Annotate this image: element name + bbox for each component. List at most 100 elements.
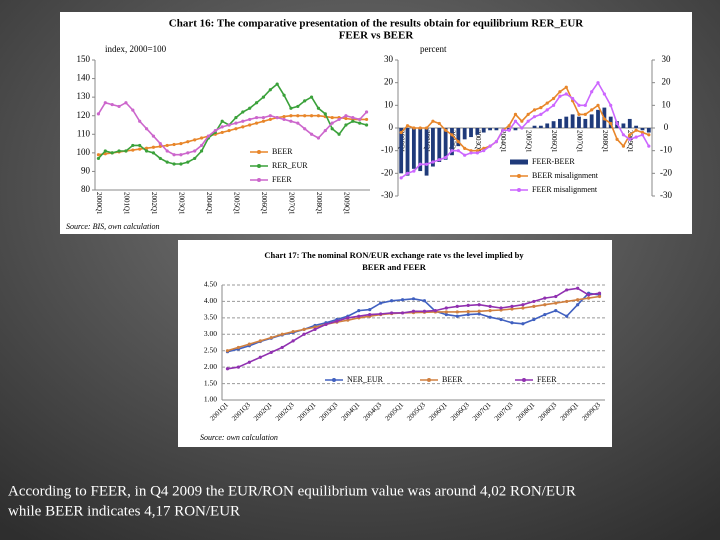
point (477, 309, 481, 313)
point (236, 345, 241, 350)
point (165, 149, 169, 153)
point (539, 112, 543, 116)
source-note: Source: own calculation (200, 433, 278, 442)
point (151, 134, 156, 138)
point (344, 116, 348, 121)
point (324, 322, 328, 327)
point (565, 299, 569, 304)
point (444, 155, 448, 160)
point (303, 127, 307, 131)
point (469, 151, 473, 155)
y-tick-label: -20 (381, 167, 393, 177)
point (455, 310, 459, 314)
point (316, 136, 321, 140)
point (110, 151, 114, 155)
bar (437, 128, 442, 162)
point (590, 90, 594, 94)
point (424, 162, 429, 166)
point (261, 95, 266, 99)
point (337, 117, 341, 122)
point (418, 162, 422, 166)
point (282, 115, 286, 119)
bar (456, 128, 461, 147)
point (280, 332, 284, 336)
x-tick-label: 2001Q1 (122, 192, 130, 215)
point (513, 112, 518, 116)
point (602, 117, 606, 121)
x-tick-label: 2005Q1 (525, 130, 533, 153)
point (269, 335, 273, 340)
point (565, 314, 569, 318)
bar (462, 128, 467, 140)
bar (589, 114, 594, 128)
point (337, 132, 341, 136)
point (254, 121, 259, 125)
axis-label: percent (420, 44, 447, 54)
y-tick-label: 2.00 (204, 362, 217, 371)
point (303, 114, 307, 118)
point (296, 104, 300, 109)
point (455, 304, 459, 308)
point (463, 153, 467, 157)
point (357, 314, 361, 318)
point (213, 128, 217, 133)
point (576, 303, 580, 307)
point (412, 126, 416, 130)
point (577, 103, 581, 107)
chart-title: Chart 17: The nominal RON/EUR exchange r… (264, 250, 524, 260)
point (521, 306, 525, 310)
point (258, 355, 262, 359)
point (647, 144, 651, 148)
point (543, 296, 547, 300)
bar (405, 128, 410, 176)
point (144, 146, 149, 150)
point (628, 133, 632, 137)
point (488, 304, 492, 308)
point (554, 309, 558, 313)
point (227, 123, 231, 127)
legend-swatch (510, 159, 528, 165)
point (424, 126, 429, 130)
point (577, 112, 581, 116)
point (165, 160, 169, 164)
point (291, 330, 295, 334)
point (241, 110, 245, 114)
point (526, 112, 530, 116)
y-tick-label: 1.00 (204, 395, 217, 404)
point (545, 108, 549, 112)
y-tick-label: 30 (384, 54, 394, 64)
point (501, 128, 505, 132)
point (482, 149, 486, 153)
legend-label: FEER (537, 375, 557, 384)
point (330, 115, 334, 120)
point (583, 103, 587, 107)
legend-label: NER_EUR (347, 375, 384, 384)
point (554, 294, 558, 299)
bar (399, 128, 404, 174)
bar (564, 116, 569, 128)
y2-tick-label: -20 (660, 167, 672, 177)
point (411, 297, 416, 301)
point (368, 308, 372, 312)
point (602, 92, 606, 96)
point (543, 312, 547, 317)
bar (570, 114, 575, 128)
point (323, 128, 327, 133)
point (466, 310, 470, 314)
point (296, 121, 300, 125)
point (400, 311, 405, 315)
point (220, 125, 224, 129)
source-note: Source: BIS, own calculation (66, 222, 159, 231)
point (275, 82, 279, 86)
bar (646, 128, 651, 133)
point (488, 315, 492, 319)
bar (538, 125, 543, 128)
point (510, 304, 514, 308)
y-tick-label: 3.50 (204, 313, 217, 322)
point (532, 115, 537, 119)
caption: while BEER indicates 4,17 RON/EUR (8, 503, 240, 519)
point (302, 327, 306, 331)
point (186, 140, 190, 144)
y-tick-label: 110 (77, 128, 91, 138)
bar (577, 116, 581, 128)
